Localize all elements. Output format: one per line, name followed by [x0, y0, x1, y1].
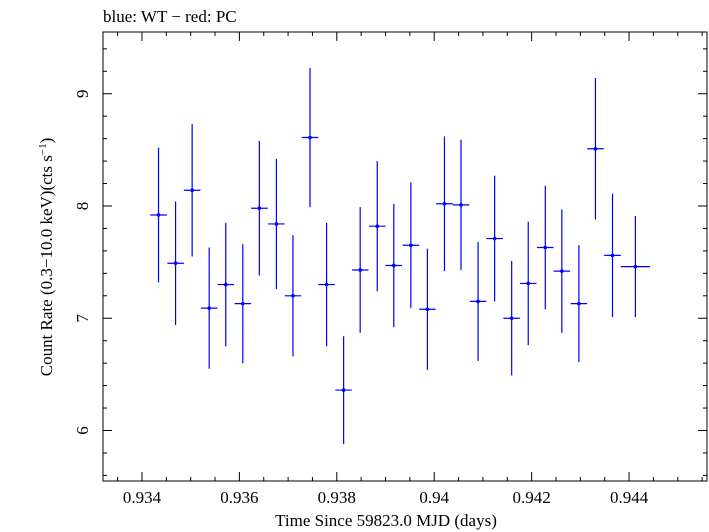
data-point	[251, 140, 268, 276]
point-marker	[391, 263, 396, 268]
point-marker	[593, 146, 598, 151]
y-axis-label-close: )	[37, 138, 56, 144]
point-marker	[476, 299, 480, 304]
point-marker	[156, 213, 161, 217]
data-point	[570, 245, 588, 363]
data-point	[537, 185, 554, 310]
point-marker	[207, 306, 211, 310]
point-marker	[509, 316, 514, 321]
data-point	[351, 207, 369, 333]
point-marker	[375, 224, 380, 228]
plot-frame	[102, 31, 708, 482]
data-point	[200, 247, 218, 369]
data-point	[469, 241, 487, 361]
point-marker	[610, 253, 615, 258]
point-marker	[409, 243, 413, 248]
point-marker	[526, 281, 531, 286]
y-tick-label: 8	[73, 202, 92, 211]
data-point	[503, 260, 520, 376]
data-point	[234, 244, 252, 364]
data-point	[385, 203, 403, 328]
point-marker	[543, 245, 548, 250]
point-marker	[560, 269, 564, 273]
data-point	[604, 193, 621, 318]
data-point	[553, 209, 571, 333]
data-point	[268, 158, 285, 290]
data-point	[318, 222, 335, 347]
data-point	[301, 67, 319, 208]
data-point	[167, 201, 184, 325]
data-point	[486, 175, 503, 302]
x-tick-label: 0.934	[123, 488, 162, 507]
data-point	[519, 221, 537, 346]
point-marker	[425, 307, 430, 312]
x-axis-label: Time Since 59823.0 MJD (days)	[275, 511, 497, 530]
data-point	[183, 124, 201, 257]
data-point	[402, 182, 420, 309]
point-marker	[240, 301, 245, 306]
point-marker	[492, 236, 497, 241]
data-point	[587, 78, 604, 220]
point-marker	[173, 261, 178, 266]
point-marker	[291, 293, 295, 298]
point-marker	[341, 388, 346, 392]
y-tick-label: 7	[73, 313, 92, 322]
y-axis-label-exponent: −1	[37, 143, 49, 155]
data-point	[217, 222, 235, 347]
point-marker	[442, 201, 447, 206]
y-axis-label: Count Rate (0.3−10.0 keV)(cts s−1)	[37, 138, 56, 377]
y-axis-label-main: Count Rate (0.3−10.0 keV)(cts s	[37, 155, 56, 376]
point-marker	[324, 282, 329, 287]
data-point	[335, 336, 352, 444]
point-marker	[308, 135, 312, 140]
point-marker	[223, 282, 228, 287]
x-tick-label: 0.944	[610, 488, 649, 507]
x-axis-ticks: 0.934 0.936 0.938 0.94 0.942 0.944	[117, 32, 703, 507]
x-tick-label: 0.936	[220, 488, 258, 507]
x-tick-label: 0.942	[513, 488, 551, 507]
point-marker	[190, 188, 194, 193]
point-marker	[577, 301, 581, 306]
data-point	[620, 216, 651, 318]
point-marker	[459, 203, 463, 207]
data-point	[419, 248, 436, 370]
data-point	[150, 147, 167, 283]
point-marker	[358, 268, 362, 272]
data-point	[452, 139, 470, 270]
x-tick-label: 0.938	[318, 488, 356, 507]
point-marker	[274, 222, 279, 226]
point-marker	[257, 206, 262, 211]
data-point	[284, 235, 302, 357]
chart-title: blue: WT − red: PC	[103, 7, 237, 26]
data-points	[150, 67, 651, 444]
y-axis-ticks: 6 7 8 9	[73, 48, 707, 476]
data-point	[368, 161, 386, 292]
x-tick-label: 0.94	[419, 488, 449, 507]
y-tick-label: 6	[73, 426, 92, 435]
y-tick-label: 9	[73, 89, 92, 98]
data-point	[436, 136, 453, 272]
point-marker	[633, 264, 638, 269]
